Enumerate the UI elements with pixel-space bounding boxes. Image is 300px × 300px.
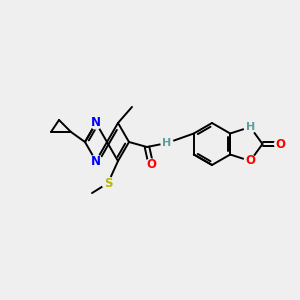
Text: O: O (146, 158, 156, 172)
Circle shape (90, 155, 102, 167)
Text: O: O (245, 154, 255, 167)
Circle shape (244, 121, 256, 133)
Circle shape (102, 177, 114, 189)
Text: N: N (91, 116, 101, 129)
Text: O: O (275, 137, 286, 151)
Circle shape (244, 155, 256, 167)
Text: H: H (162, 138, 172, 148)
Circle shape (145, 159, 157, 171)
Text: H: H (245, 122, 255, 132)
Text: S: S (104, 177, 112, 190)
Text: N: N (91, 154, 101, 168)
Circle shape (90, 117, 102, 129)
Circle shape (274, 138, 286, 150)
Circle shape (161, 137, 173, 149)
